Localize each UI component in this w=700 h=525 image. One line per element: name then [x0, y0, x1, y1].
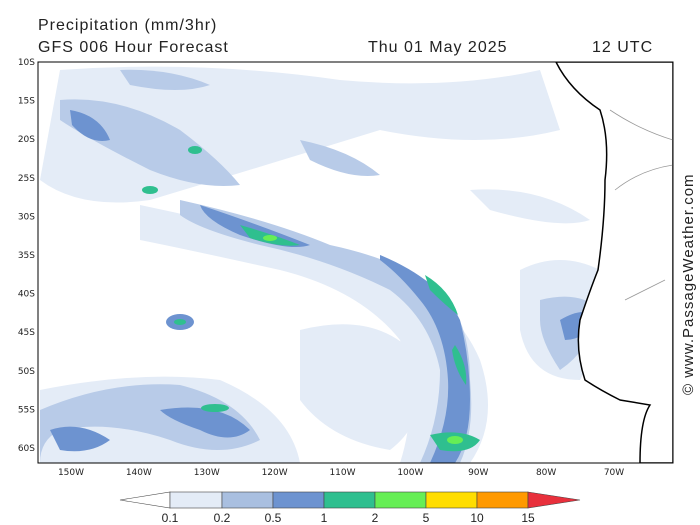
precip-heavy-area	[200, 205, 310, 248]
longitude-label: 110W	[329, 468, 355, 478]
colorbar-label: 10	[470, 511, 484, 525]
longitude-label: 150W	[58, 468, 84, 478]
map-frame	[37, 61, 674, 464]
watermark: © www.PassageWeather.com	[680, 173, 697, 395]
time: 12 UTC	[592, 39, 653, 56]
longitude-label: 90W	[468, 468, 488, 478]
colorbar-high-end	[527, 491, 581, 509]
latitude-label: 50S	[18, 367, 35, 377]
precip-intense-area	[188, 146, 202, 154]
latitude-label: 15S	[18, 97, 35, 107]
precip-moderate-area	[40, 384, 260, 463]
colorbar-label: 15	[521, 511, 535, 525]
date: Thu 01 May 2025	[368, 39, 508, 56]
precip-moderate-area	[60, 99, 240, 186]
colorbar-box	[425, 491, 478, 509]
latitude-label: 10S	[18, 58, 35, 68]
colorbar-box	[323, 491, 376, 509]
latitude-label: 60S	[18, 444, 35, 454]
precip-intense-area	[425, 275, 458, 315]
precip-intense-area	[174, 319, 186, 325]
longitude-label: 80W	[536, 468, 556, 478]
longitude-label: 130W	[194, 468, 220, 478]
latitude-label: 55S	[18, 405, 35, 415]
colorbar-label: 1	[321, 511, 328, 525]
latitude-label: 25S	[18, 174, 35, 184]
precipitation	[38, 62, 673, 463]
precip-intense-area	[201, 404, 229, 412]
longitude-label: 120W	[262, 468, 288, 478]
colorbar-box	[476, 491, 529, 509]
precip-very-intense-area	[263, 235, 277, 241]
precip-intense-area	[452, 345, 467, 385]
colorbar-label: 2	[372, 511, 379, 525]
colorbar-box	[169, 491, 223, 509]
precip-light-area	[300, 324, 422, 450]
latitude-label: 40S	[18, 290, 35, 300]
longitude-label: 140W	[126, 468, 152, 478]
precip-moderate-area	[300, 140, 380, 176]
colorbar-low-end	[119, 491, 171, 509]
precip-moderate-area	[120, 69, 210, 90]
precip-very-intense	[263, 235, 463, 444]
precip-very-intense-area	[447, 436, 463, 444]
title: Precipitation (mm/3hr)	[38, 17, 217, 34]
longitude-label: 100W	[397, 468, 423, 478]
colorbar-label: 0.1	[162, 511, 179, 525]
latitude-label: 20S	[18, 135, 35, 145]
precip-heavy-area	[50, 426, 110, 452]
colorbar-box	[221, 491, 274, 509]
subtitle: GFS 006 Hour Forecast	[38, 39, 229, 56]
precip-intense-area	[142, 186, 158, 194]
latitude-label: 35S	[18, 251, 35, 261]
borders	[609, 109, 673, 301]
latitude-label: 30S	[18, 212, 35, 222]
colorbar-box	[374, 491, 427, 509]
colorbar	[119, 491, 581, 509]
colorbar-label: 5	[423, 511, 430, 525]
coastline	[555, 62, 673, 463]
precip-heavy-area	[380, 255, 470, 463]
longitude-label: 70W	[604, 468, 624, 478]
colorbar-box	[272, 491, 325, 509]
precip-heavy-area	[160, 407, 250, 438]
precip-light-area	[470, 189, 590, 224]
colorbar-label: 0.2	[214, 511, 231, 525]
latitude-label: 45S	[18, 328, 35, 338]
precip-heavy	[50, 110, 598, 463]
precip-heavy-area	[70, 110, 110, 141]
colorbar-label: 0.5	[265, 511, 282, 525]
